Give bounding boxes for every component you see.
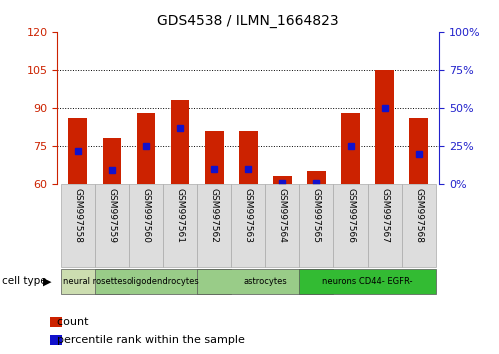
- Text: GSM997566: GSM997566: [346, 188, 355, 243]
- Text: GSM997567: GSM997567: [380, 188, 389, 243]
- Text: GSM997563: GSM997563: [244, 188, 253, 243]
- Bar: [95, 184, 129, 267]
- Text: GDS4538 / ILMN_1664823: GDS4538 / ILMN_1664823: [158, 14, 339, 28]
- Text: neural rosettes: neural rosettes: [63, 277, 127, 286]
- Text: GSM997561: GSM997561: [176, 188, 185, 243]
- Bar: [299, 269, 436, 294]
- Bar: [409, 118, 428, 184]
- Text: astrocytes: astrocytes: [244, 277, 287, 286]
- Text: percentile rank within the sample: percentile rank within the sample: [50, 335, 245, 345]
- Bar: [205, 131, 224, 184]
- Bar: [231, 184, 265, 267]
- Bar: [273, 177, 292, 184]
- Bar: [402, 184, 436, 267]
- Text: GSM997560: GSM997560: [142, 188, 151, 243]
- Bar: [265, 184, 299, 267]
- Bar: [375, 70, 394, 184]
- Text: GSM997568: GSM997568: [414, 188, 423, 243]
- Text: count: count: [50, 317, 88, 327]
- Bar: [341, 113, 360, 184]
- Bar: [368, 184, 402, 267]
- Text: GSM997565: GSM997565: [312, 188, 321, 243]
- Text: GSM997562: GSM997562: [210, 188, 219, 243]
- Bar: [95, 269, 231, 294]
- Text: GSM997559: GSM997559: [107, 188, 116, 243]
- Bar: [197, 184, 231, 267]
- Bar: [68, 118, 87, 184]
- Bar: [61, 269, 129, 294]
- Text: ▶: ▶: [43, 276, 52, 286]
- Bar: [137, 113, 155, 184]
- Text: oligodendrocytes: oligodendrocytes: [127, 277, 200, 286]
- Text: GSM997558: GSM997558: [73, 188, 82, 243]
- Bar: [129, 184, 163, 267]
- Bar: [171, 101, 190, 184]
- Text: neurons CD44- EGFR-: neurons CD44- EGFR-: [322, 277, 413, 286]
- Bar: [103, 138, 121, 184]
- Bar: [333, 184, 368, 267]
- Bar: [307, 171, 326, 184]
- Bar: [239, 131, 257, 184]
- Bar: [163, 184, 197, 267]
- Text: GSM997564: GSM997564: [278, 188, 287, 243]
- Bar: [61, 184, 95, 267]
- Bar: [299, 184, 333, 267]
- Bar: [197, 269, 333, 294]
- Text: cell type: cell type: [2, 276, 47, 286]
